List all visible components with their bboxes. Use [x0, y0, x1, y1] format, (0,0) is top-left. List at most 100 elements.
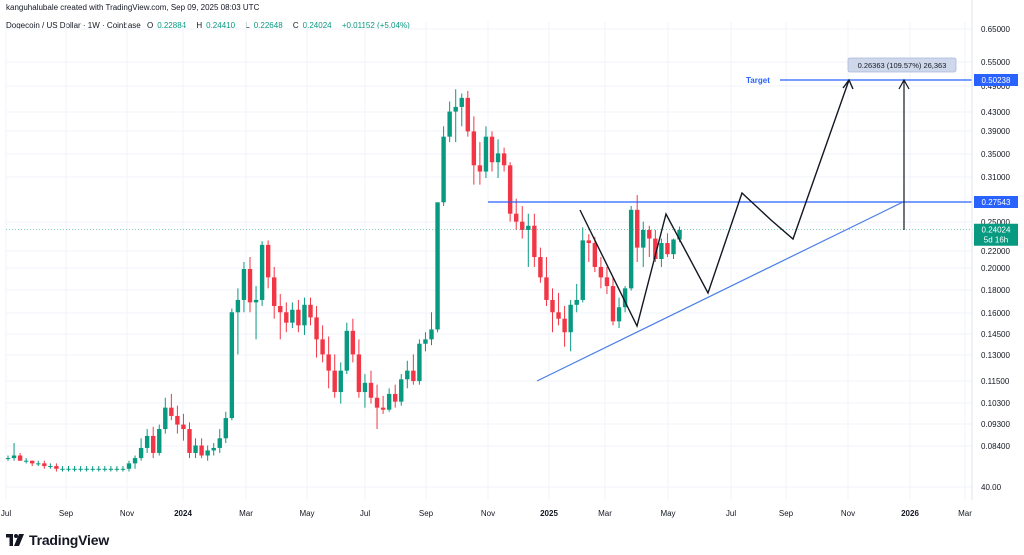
price-tick-label: 40.00	[981, 483, 1002, 492]
candle-down	[380, 407, 386, 410]
candle-up	[235, 299, 241, 313]
price-tick-label: 0.31000	[981, 173, 1010, 182]
time-tick-label: 2026	[901, 509, 919, 518]
candle-up	[23, 460, 29, 462]
candle-down	[308, 304, 313, 318]
candle-up	[157, 429, 162, 453]
candle-down	[592, 243, 598, 267]
time-tick-label: Jul	[726, 509, 736, 518]
candle-down	[187, 429, 192, 453]
price-tick-label: 0.16000	[981, 309, 1010, 318]
candle-down	[54, 466, 59, 469]
candle-down	[30, 460, 35, 464]
candle-up	[399, 379, 404, 402]
candle-down	[314, 317, 319, 340]
candle-up	[132, 458, 138, 464]
price-tick-label: 0.09300	[981, 420, 1010, 429]
candle-down	[272, 277, 277, 307]
candle-up	[628, 209, 634, 289]
candle-up	[568, 304, 573, 333]
candle-series	[5, 89, 682, 472]
candle-up	[417, 343, 422, 382]
target-price-label-bg	[974, 74, 1018, 86]
candle-down	[477, 165, 483, 172]
candle-up	[229, 312, 235, 419]
tradingview-logo[interactable]: TradingView	[6, 532, 109, 548]
chart-credit: kanguhalubale created with TradingView.c…	[6, 3, 260, 12]
price-tick-label: 0.10300	[981, 399, 1010, 408]
candle-up	[102, 468, 107, 470]
candle-down	[199, 445, 204, 456]
ohlc-low: L 0.22648	[245, 21, 283, 30]
time-tick-label: Nov	[481, 509, 495, 518]
resistance-price-label-bg	[974, 196, 1018, 208]
time-tick-label: Sep	[59, 509, 74, 518]
candle-up	[78, 468, 83, 470]
candle-down	[556, 312, 561, 319]
candle-up	[429, 329, 434, 340]
candle-up	[302, 304, 307, 326]
candle-up	[338, 370, 343, 393]
candle-up	[11, 455, 17, 459]
candle-up	[138, 447, 144, 459]
time-tick-label: May	[660, 509, 675, 518]
time-tick-label: 2025	[540, 509, 558, 518]
candle-up	[48, 466, 53, 468]
candle-up	[495, 153, 501, 163]
candle-down	[350, 330, 356, 355]
path-arrowhead	[842, 78, 854, 90]
candle-up	[120, 468, 126, 470]
price-tick-label: 0.08400	[981, 442, 1010, 451]
candle-up	[241, 268, 247, 300]
candle-down	[586, 240, 591, 244]
ohlc-high: H 0.24410	[196, 21, 236, 30]
candle-up	[205, 450, 210, 456]
candle-down	[181, 424, 186, 430]
target-label: Target	[746, 76, 770, 85]
candle-up	[616, 307, 622, 322]
candle-down	[489, 136, 495, 163]
ascending-trendline	[536, 201, 904, 382]
candle-up	[405, 370, 410, 380]
candle-down	[544, 277, 549, 300]
candle-up	[344, 330, 349, 371]
candle-down	[532, 225, 537, 258]
candle-down	[374, 397, 380, 408]
candle-down	[17, 455, 23, 461]
time-tick-label: 2024	[174, 509, 192, 518]
price-tick-label: 0.25000	[981, 218, 1010, 227]
price-tick-label: 0.20000	[981, 264, 1010, 273]
candle-up	[386, 393, 392, 410]
candle-down	[175, 415, 180, 425]
candle-down	[501, 153, 507, 166]
price-tick-label: 0.49000	[981, 82, 1010, 91]
time-tick-label: Sep	[779, 509, 794, 518]
time-tick-label: Mar	[958, 509, 972, 518]
price-tick-label: 0.65000	[981, 25, 1010, 34]
time-tick-label: Sep	[419, 509, 434, 518]
measure-arrowhead	[898, 78, 910, 90]
candle-up	[580, 240, 585, 300]
candle-up	[96, 468, 101, 470]
candle-up	[144, 435, 150, 448]
symbol-line: Dogecoin / US Dollar · 1W · Coinbase O 0.…	[6, 21, 414, 30]
candle-up	[163, 407, 168, 430]
candle-up	[217, 438, 222, 448]
measure-box	[847, 57, 957, 73]
candle-up	[641, 229, 646, 248]
candle-down	[247, 268, 253, 303]
price-tick-label: 0.18000	[981, 286, 1010, 295]
candle-down	[368, 382, 374, 398]
candle-up	[574, 299, 579, 305]
candle-down	[635, 209, 640, 248]
candle-up	[66, 468, 71, 470]
candle-up	[441, 136, 446, 203]
candle-up	[423, 339, 428, 344]
candle-down	[471, 131, 477, 166]
candle-up	[453, 106, 458, 112]
price-tick-label: 0.11500	[981, 377, 1010, 386]
price-tick-label: 0.14500	[981, 330, 1010, 339]
time-tick-label: Nov	[120, 509, 134, 518]
